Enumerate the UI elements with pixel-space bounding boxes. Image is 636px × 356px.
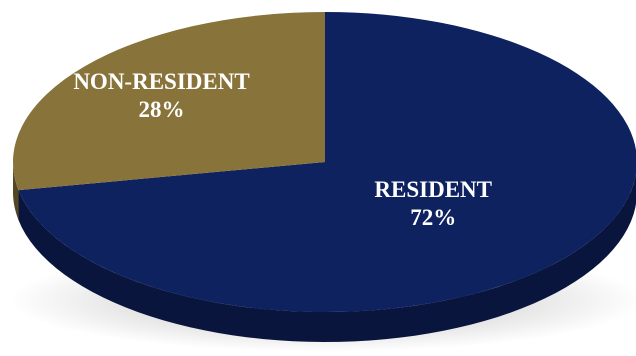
data-label-resident: RESIDENT 72% [374, 177, 492, 230]
pie-top-layer [13, 12, 636, 312]
data-label-value: 28% [139, 97, 185, 122]
pie-label-layer: RESIDENT 72% NON-RESIDENT 28% [73, 69, 492, 230]
pie-side-resident [18, 173, 636, 342]
pie-side-layer [13, 162, 636, 342]
data-label-value: 72% [410, 205, 456, 230]
pie-side-non-resident [13, 162, 19, 221]
data-label-non-resident: NON-RESIDENT 28% [73, 69, 249, 122]
data-label-category: NON-RESIDENT [73, 69, 249, 94]
pie-slice-non-resident [13, 12, 325, 191]
data-label-category: RESIDENT [374, 177, 492, 202]
pie-slice-resident [18, 12, 636, 312]
